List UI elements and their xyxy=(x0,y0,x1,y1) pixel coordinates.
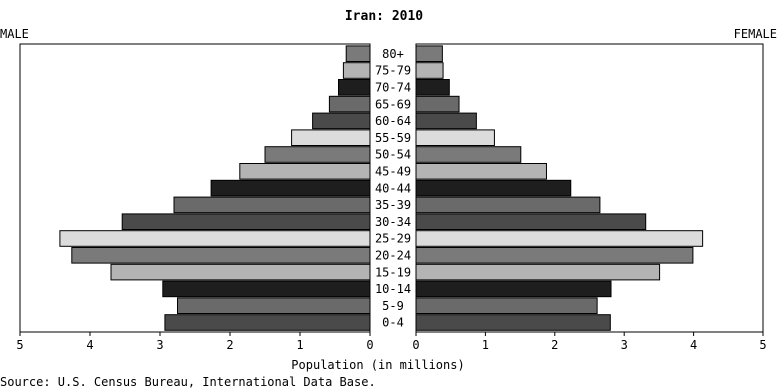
female-bar-70-74 xyxy=(415,79,450,96)
age-label-35-39: 35-39 xyxy=(375,198,411,212)
male-bar-60-64 xyxy=(312,112,371,130)
female-tick-label-3: 3 xyxy=(621,338,628,352)
female-bar-40-44 xyxy=(415,179,572,197)
male-bar-65-69 xyxy=(328,95,371,113)
age-label-45-49: 45-49 xyxy=(375,165,411,179)
female-tick-label-1: 1 xyxy=(482,338,489,352)
male-bar-35-39 xyxy=(173,196,371,214)
male-bar-55-59 xyxy=(291,129,371,146)
age-label-0-4: 0-4 xyxy=(382,316,404,330)
age-label-50-54: 50-54 xyxy=(375,148,411,162)
female-bar-10-14 xyxy=(415,280,612,298)
age-label-30-34: 30-34 xyxy=(375,215,411,229)
female-tick-label-2: 2 xyxy=(551,338,558,352)
female-bar-75-79 xyxy=(415,62,444,79)
female-bar-15-19 xyxy=(415,263,661,281)
male-bar-80+ xyxy=(345,45,371,63)
male-bar-75-79 xyxy=(342,62,371,79)
age-label-65-69: 65-69 xyxy=(375,97,411,111)
male-tick-label-3: 3 xyxy=(156,338,163,352)
male-bar-25-29 xyxy=(59,230,371,247)
male-bar-20-24 xyxy=(71,247,371,264)
age-label-15-19: 15-19 xyxy=(375,265,411,279)
chart-title: Iran: 2010 xyxy=(345,9,423,24)
male-tick-label-5: 5 xyxy=(16,338,23,352)
male-bar-40-44 xyxy=(210,179,371,197)
female-bar-80+ xyxy=(415,45,443,63)
female-bar-35-39 xyxy=(415,196,601,214)
female-bar-50-54 xyxy=(415,146,522,163)
male-bar-70-74 xyxy=(338,79,371,96)
male-bar-0-4 xyxy=(164,314,371,331)
female-bar-20-24 xyxy=(415,247,694,264)
female-tick-label-5: 5 xyxy=(759,338,766,352)
male-bar-50-54 xyxy=(264,146,371,163)
age-label-55-59: 55-59 xyxy=(375,131,411,145)
male-bar-15-19 xyxy=(110,263,371,281)
x-axis-label: Population (in millions) xyxy=(291,358,464,372)
female-bar-25-29 xyxy=(415,230,704,247)
male-axis: 0 1 2 3 4 5 xyxy=(16,332,374,352)
age-label-20-24: 20-24 xyxy=(375,249,411,263)
female-bar-5-9 xyxy=(415,297,598,314)
male-tick-label-2: 2 xyxy=(226,338,233,352)
age-label-75-79: 75-79 xyxy=(375,64,411,78)
male-bar-5-9 xyxy=(177,297,371,314)
male-bar-45-49 xyxy=(239,163,371,180)
male-tick-label-0: 0 xyxy=(366,338,373,352)
female-bars xyxy=(415,45,704,331)
age-label-80+: 80+ xyxy=(382,47,404,61)
age-label-25-29: 25-29 xyxy=(375,232,411,246)
source-note: Source: U.S. Census Bureau, Internationa… xyxy=(0,375,376,389)
age-label-5-9: 5-9 xyxy=(382,299,404,313)
female-bar-65-69 xyxy=(415,95,460,113)
female-bar-30-34 xyxy=(415,213,647,230)
age-label-60-64: 60-64 xyxy=(375,114,411,128)
female-tick-label-4: 4 xyxy=(690,338,697,352)
male-bars xyxy=(59,45,371,331)
female-bar-0-4 xyxy=(415,314,611,331)
male-tick-label-1: 1 xyxy=(296,338,303,352)
age-label-40-44: 40-44 xyxy=(375,181,411,195)
female-tick-label-0: 0 xyxy=(412,338,419,352)
female-bar-55-59 xyxy=(415,129,495,146)
male-bar-10-14 xyxy=(162,280,371,298)
male-bar-30-34 xyxy=(121,213,371,230)
female-label: FEMALE xyxy=(734,27,777,41)
age-label-70-74: 70-74 xyxy=(375,81,411,95)
age-group-labels: 0-4 5-9 10-14 15-19 20-24 25-29 30-34 35-39 40-4… xyxy=(375,47,411,330)
age-label-10-14: 10-14 xyxy=(375,282,411,296)
male-tick-label-4: 4 xyxy=(86,338,93,352)
female-axis: 0 1 2 3 4 5 xyxy=(412,332,767,352)
male-label: MALE xyxy=(0,27,29,41)
female-bar-45-49 xyxy=(415,163,547,180)
female-bar-60-64 xyxy=(415,112,477,130)
